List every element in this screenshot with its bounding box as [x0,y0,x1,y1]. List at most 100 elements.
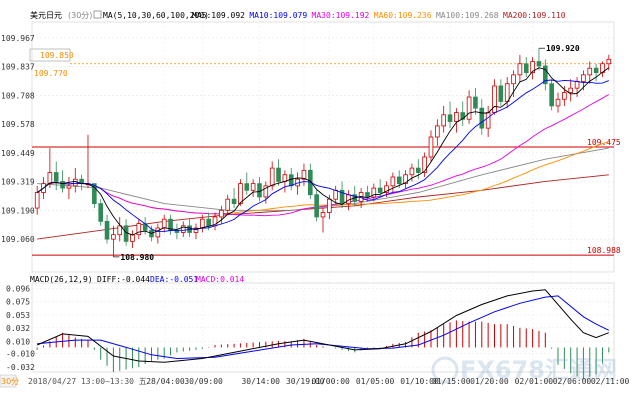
candle-body [454,112,459,122]
ma-value-1: MA10:109.079 [249,11,307,20]
candle-body [536,61,542,67]
candle [155,223,161,244]
candle-body [225,198,231,211]
time-tick-label: 02/01:00 [515,377,554,386]
macd-tick-label: 0.053 [6,311,30,320]
macd-params: MACD(26,12,9) [30,275,93,284]
candle-body [130,234,135,242]
candle-body [301,169,307,180]
candle [168,214,173,235]
candle [180,221,186,237]
candle [492,79,497,115]
macd-dea-value: DEA:-0.051 [150,275,198,284]
candle [517,54,523,82]
candle [238,179,243,206]
candle-body [365,192,370,198]
macd-panel: 0.096 0.075 0.053 0.032 0.010 -0.010 -0.032 [6,282,615,380]
candle-body [66,185,72,189]
candle-body [60,181,65,189]
ma100-line [37,147,609,211]
candle-body [409,167,415,176]
time-tick-label: 01/10:00 [400,377,439,386]
candle-body [441,114,446,127]
candle [136,219,142,240]
candle-body [47,172,53,185]
price-tick-label: 109.449 [1,149,35,158]
candle [479,99,485,135]
candle [549,79,554,111]
candle-body [123,225,129,242]
candle [66,176,72,200]
candle-body [428,136,434,158]
candle [568,79,574,102]
candle-body [384,185,389,193]
candle-body [606,58,612,65]
candle [460,101,466,126]
ma200-line [37,174,609,240]
candle-body [422,156,427,173]
ma60-line [36,140,609,215]
price-tick-label: 109.319 [1,178,35,187]
ma-value-3: MA60:109.236 [374,11,432,20]
macd-frame [31,282,615,373]
candle-body [511,74,516,85]
candle [543,59,548,91]
candle [485,105,491,138]
macd-header: MACD(26,12,9) DIFF:-0.044 DEA:-0.051 MAC… [30,275,244,284]
watermark-brand: FX678 [460,356,545,384]
candle [523,57,529,78]
candle [79,174,84,191]
time-tick-label: 01/00:00 [311,377,350,386]
candle-body [238,183,243,205]
price-tick-label: 109.578 [1,120,35,129]
candle-body [136,223,142,236]
candle [428,130,434,162]
candle-body [53,172,59,182]
candle [219,205,224,224]
candle [193,223,199,240]
candle [403,170,408,189]
candle-body [92,183,97,205]
candle [466,90,472,124]
ma-settings-checkbox[interactable] [93,10,102,19]
price-panel: 109.967 109.837 109.708 109.578 109.449 109.3… [1,21,621,374]
candle-body [587,67,593,76]
candle [231,188,237,209]
candle [161,214,167,233]
time-tick-label: 28/04:00 [146,377,185,386]
candle-body [333,189,339,200]
macd-tick-label: -0.032 [6,363,35,372]
candle [130,230,135,249]
candle [530,57,535,80]
candle [47,148,53,189]
ma-value-4: MA100:109.268 [436,11,499,20]
candle-body [314,194,319,218]
candle [371,183,377,202]
candle-body [473,96,478,109]
cursor-time-label: 2018/04/27 13:00~13:30 五 [28,377,147,386]
candle [390,172,396,193]
candle-body [530,61,535,74]
price-tick-label: 109.837 [1,63,35,72]
macd-tick-label: 0.096 [6,285,30,294]
candle [72,168,78,193]
candle-body [339,189,345,205]
period-tab[interactable] [0,374,17,388]
candle-body [562,92,567,100]
candle-body [479,107,485,129]
candle [314,190,319,222]
price-tick-label: 109.190 [1,206,35,215]
time-ticks: 28/04:00 30/09:00 30/14:00 30/19:0001/00:00… [146,377,629,386]
candle-body [104,220,110,240]
candle-body [396,176,402,185]
candle [536,48,542,71]
candle-body [161,218,167,229]
macd-tick-label: -0.010 [6,350,35,359]
candle [333,185,339,204]
candle-body [377,187,383,193]
macd-tick-label: 0.010 [6,337,30,346]
current-price-badge: 109.850 [40,51,74,60]
candle-body [269,167,275,187]
